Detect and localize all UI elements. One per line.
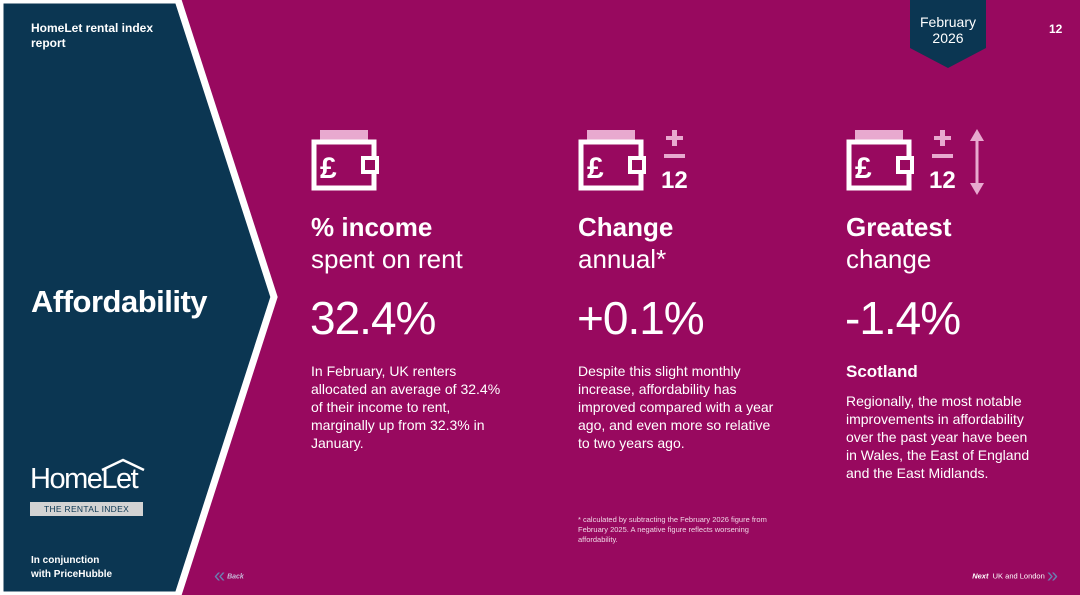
stat-heading-bold: % income [311, 212, 433, 242]
logo-wordmark: HomeLet [30, 463, 139, 495]
next-target: UK and London [992, 571, 1045, 581]
footnote: * calculated by subtracting the February… [578, 515, 767, 544]
wallet-pound-icon: £ [846, 130, 914, 191]
stat-description: In February, UK renters allocated an ave… [311, 363, 501, 451]
logo-subtitle: THE RENTAL INDEX [30, 502, 143, 516]
page-number: 12 [1049, 22, 1063, 36]
stat-annual-change: £ 12 Change annual* +0.1% Despite this s… [577, 128, 788, 451]
region-name: Scotland [846, 362, 918, 381]
date-badge-text: February 2026 [910, 14, 986, 46]
stat-heading-light: spent on rent [311, 244, 463, 274]
months-number: 12 [661, 167, 688, 194]
stat-heading-light: change [846, 244, 932, 274]
stat-heading-bold: Change [578, 212, 674, 242]
date-badge-month: February [919, 14, 977, 30]
report-title: HomeLet rental index report [31, 21, 154, 50]
stat-heading-light: annual* [578, 244, 667, 274]
stat-heading-bold: Greatest [846, 212, 952, 242]
stat-value: -1.4% [845, 292, 961, 344]
next-label: Next [972, 571, 989, 581]
plus-minus-icon [932, 130, 953, 158]
stat-greatest-change: £ 12 Greatest change -1.4% Scotland Regi… [845, 128, 1056, 481]
date-badge: February 2026 [910, 0, 986, 68]
back-link[interactable]: « Back [214, 565, 244, 588]
date-badge-year: 2026 [932, 30, 964, 46]
stat-description: Despite this slight monthly increase, af… [578, 363, 774, 451]
wallet-pound-icon: £ [578, 130, 646, 191]
svg-text:£: £ [320, 152, 337, 185]
stat-description: Regionally, the most notable improvement… [846, 393, 1030, 481]
up-down-arrow-icon [970, 129, 984, 195]
stat-value: 32.4% [310, 292, 436, 344]
section-title: Affordability [31, 284, 208, 319]
homelet-logo: HomeLet THE RENTAL INDEX [30, 458, 150, 520]
partner-credit: In conjunction with PriceHubble [31, 554, 112, 582]
sidebar-chevron-panel [0, 0, 278, 595]
months-number: 12 [929, 167, 956, 194]
plus-minus-icon [664, 130, 685, 158]
svg-text:£: £ [855, 152, 872, 185]
double-chevron-right-icon: » [1046, 565, 1058, 587]
back-label: Back [227, 573, 244, 581]
stat-value: +0.1% [577, 292, 705, 344]
stat-income-spent: £ % income spent on rent 32.4% In Februa… [310, 128, 521, 451]
wallet-pound-icon: £ [311, 130, 379, 191]
svg-text:£: £ [587, 152, 604, 185]
partner-line-2: with PriceHubble [31, 569, 113, 580]
logo-roof-icon [101, 458, 145, 472]
partner-line-1: In conjunction [31, 555, 100, 566]
double-chevron-left-icon: « [214, 565, 226, 587]
date-badge-shape [910, 0, 986, 68]
next-link[interactable]: Next UK and London » [972, 565, 1058, 588]
